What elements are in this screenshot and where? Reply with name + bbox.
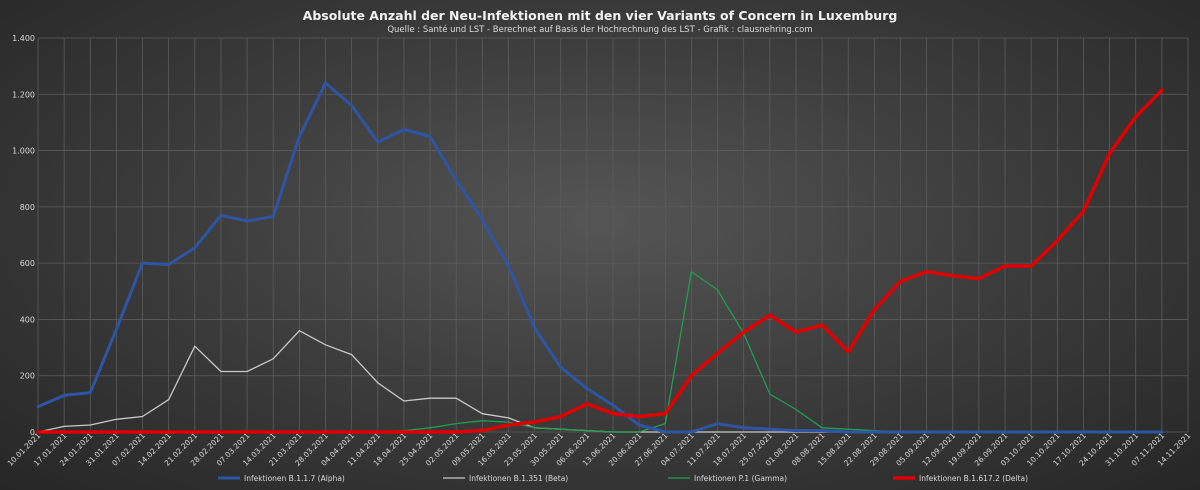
y-tick-label: 800 [20,203,35,212]
y-tick-label: 1.200 [12,90,35,99]
legend-label: Infektionen B.1.351 (Beta) [469,474,568,483]
series-line-0 [36,81,1164,434]
series-lines [36,81,1164,434]
chart-subtitle: Quelle : Santé und LST - Berechnet auf B… [387,24,812,35]
grid [37,37,1189,433]
x-axis: 10.01.202117.01.202124.01.202131.01.2021… [6,431,1193,468]
y-tick-label: 1.400 [12,34,35,43]
y-axis: 0 200 400 600 800 1.000 1.200 1.400 [12,34,35,437]
legend-label: Infektionen B.1.617.2 (Delta) [919,474,1028,483]
legend-label: Infektionen B.1.1.7 (Alpha) [244,474,345,483]
y-tick-label: 400 [20,315,35,324]
chart-title: Absolute Anzahl der Neu-Infektionen mit … [303,8,898,23]
y-tick-label: 600 [20,259,35,268]
series-line-1 [37,330,1163,433]
y-tick-label: 0 [30,428,35,437]
y-tick-label: 1.000 [12,147,35,156]
y-tick-label: 200 [20,372,35,381]
series-line-3 [36,88,1164,434]
legend-label: Infektionen P.1 (Gamma) [694,474,787,483]
legend: Infektionen B.1.1.7 (Alpha) Infektionen B… [218,474,1028,483]
